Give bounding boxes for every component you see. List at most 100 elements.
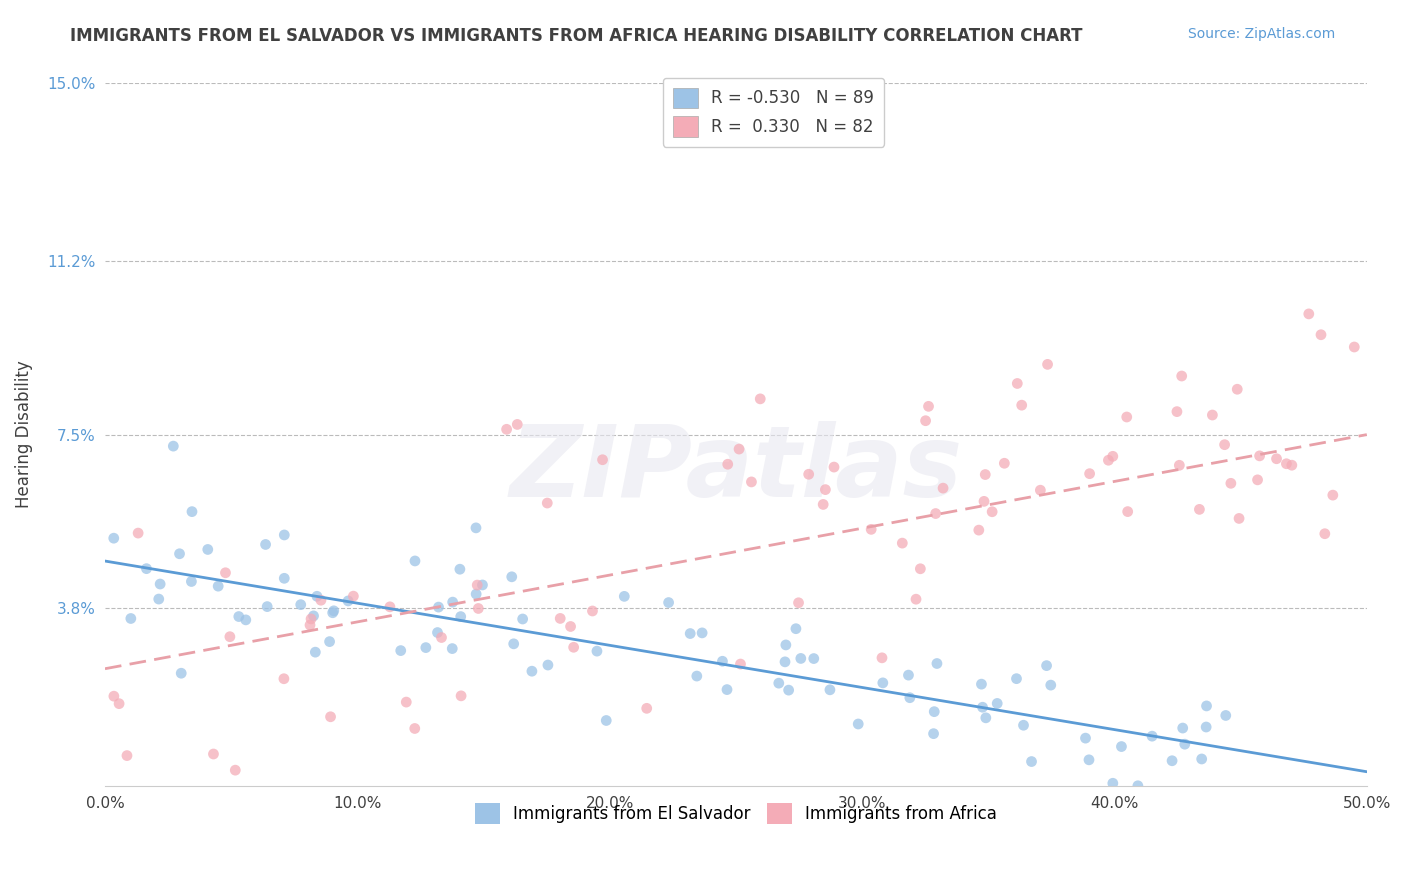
Point	[1029, 483, 1052, 498]
Point	[910, 562, 932, 576]
Point	[592, 452, 614, 467]
Point	[917, 400, 939, 414]
Point	[740, 475, 762, 489]
Point	[790, 651, 813, 665]
Point	[925, 657, 948, 671]
Point	[389, 643, 412, 657]
Point	[749, 392, 772, 406]
Point	[1265, 451, 1288, 466]
Point	[108, 697, 131, 711]
Point	[309, 593, 332, 607]
Point	[135, 562, 157, 576]
Point	[465, 587, 488, 601]
Point	[730, 657, 752, 671]
Point	[537, 658, 560, 673]
Point	[322, 604, 344, 618]
Point	[254, 537, 277, 551]
Point	[302, 608, 325, 623]
Point	[972, 700, 994, 714]
Point	[1195, 698, 1218, 713]
Point	[465, 578, 488, 592]
Point	[586, 644, 609, 658]
Point	[395, 695, 418, 709]
Point	[450, 689, 472, 703]
Point	[778, 683, 800, 698]
Point	[441, 641, 464, 656]
Point	[1249, 449, 1271, 463]
Point	[1174, 737, 1197, 751]
Point	[1078, 753, 1101, 767]
Point	[814, 483, 837, 497]
Point	[219, 630, 242, 644]
Point	[426, 625, 449, 640]
Point	[1005, 672, 1028, 686]
Point	[690, 626, 713, 640]
Point	[1201, 408, 1223, 422]
Point	[103, 531, 125, 545]
Point	[290, 598, 312, 612]
Point	[1078, 467, 1101, 481]
Point	[870, 650, 893, 665]
Point	[993, 456, 1015, 470]
Point	[818, 682, 841, 697]
Point	[228, 609, 250, 624]
Point	[467, 601, 489, 615]
Point	[658, 596, 681, 610]
Point	[305, 589, 328, 603]
Point	[562, 640, 585, 655]
Point	[1097, 453, 1119, 467]
Point	[318, 634, 340, 648]
Point	[581, 604, 603, 618]
Point	[1126, 779, 1149, 793]
Text: Source: ZipAtlas.com: Source: ZipAtlas.com	[1188, 27, 1336, 41]
Point	[785, 622, 807, 636]
Point	[967, 523, 990, 537]
Point	[898, 690, 921, 705]
Point	[974, 467, 997, 482]
Point	[846, 717, 869, 731]
Point	[127, 526, 149, 541]
Point	[1012, 718, 1035, 732]
Point	[1115, 409, 1137, 424]
Point	[560, 619, 582, 633]
Point	[914, 414, 936, 428]
Point	[1171, 721, 1194, 735]
Point	[922, 726, 945, 740]
Point	[449, 562, 471, 576]
Point	[465, 521, 488, 535]
Point	[1310, 327, 1333, 342]
Point	[1035, 658, 1057, 673]
Point	[342, 589, 364, 603]
Point	[1039, 678, 1062, 692]
Point	[823, 460, 845, 475]
Point	[1188, 502, 1211, 516]
Point	[298, 618, 321, 632]
Point	[973, 494, 995, 508]
Point	[197, 542, 219, 557]
Point	[1111, 739, 1133, 754]
Point	[636, 701, 658, 715]
Point	[1101, 450, 1123, 464]
Point	[932, 481, 955, 495]
Point	[773, 655, 796, 669]
Point	[595, 714, 617, 728]
Point	[304, 645, 326, 659]
Point	[924, 507, 946, 521]
Point	[1275, 457, 1298, 471]
Point	[1226, 382, 1249, 396]
Point	[337, 594, 360, 608]
Point	[169, 547, 191, 561]
Point	[1166, 404, 1188, 418]
Point	[1161, 754, 1184, 768]
Point	[1281, 458, 1303, 473]
Point	[717, 457, 740, 471]
Point	[1322, 488, 1344, 502]
Point	[986, 697, 1008, 711]
Point	[1140, 729, 1163, 743]
Point	[162, 439, 184, 453]
Point	[922, 705, 945, 719]
Point	[711, 654, 734, 668]
Point	[548, 611, 571, 625]
Point	[103, 689, 125, 703]
Point	[716, 682, 738, 697]
